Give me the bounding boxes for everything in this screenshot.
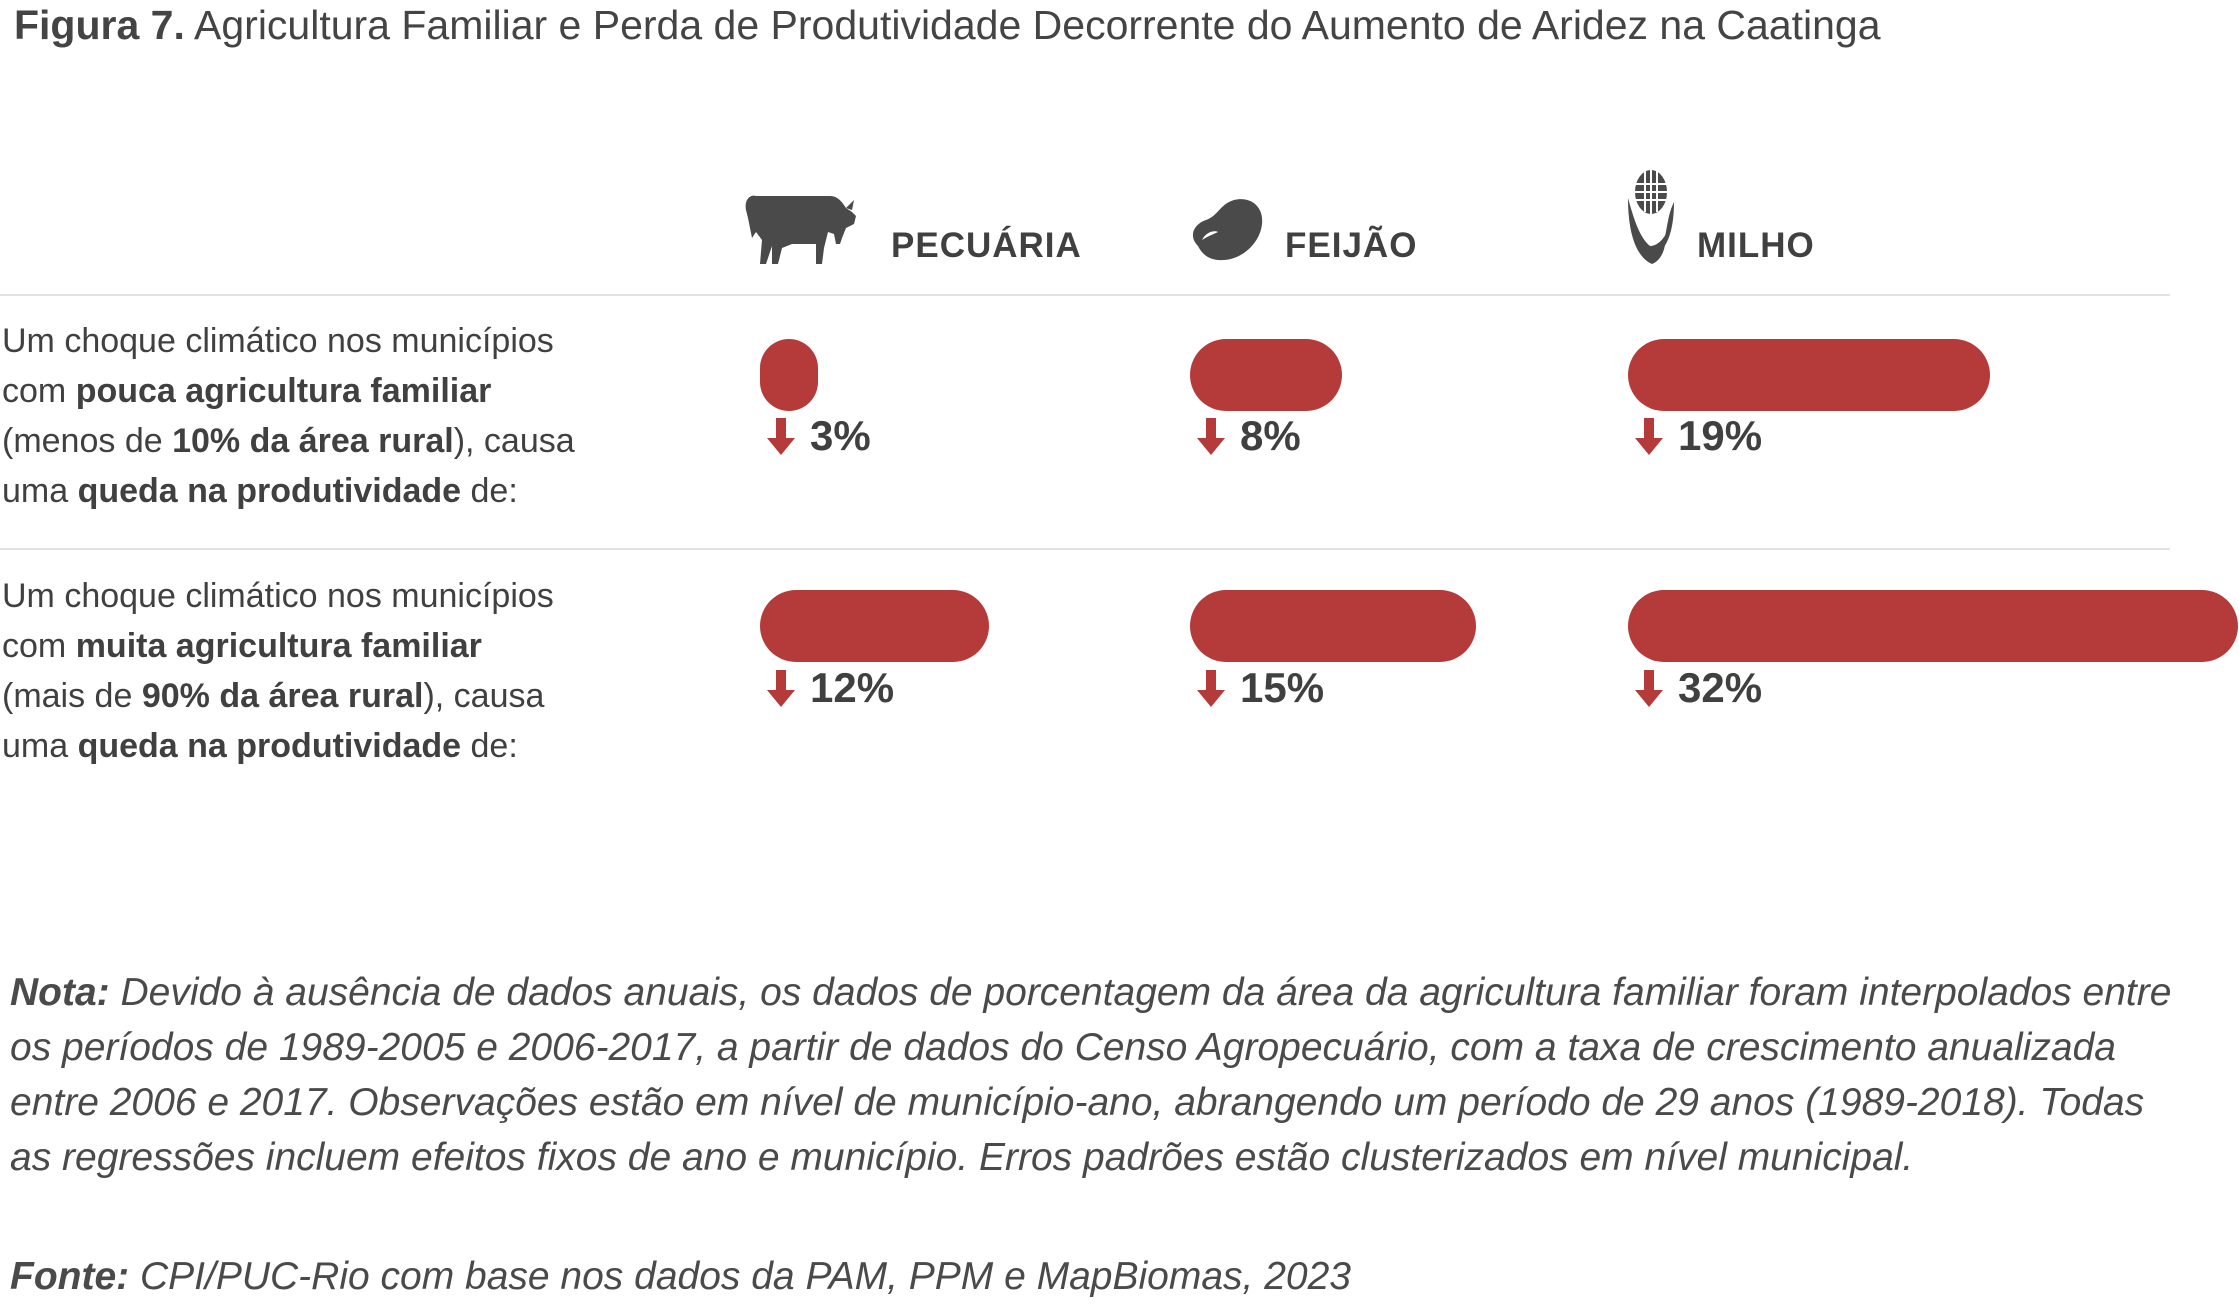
bean-icon	[1192, 199, 1263, 261]
row-text-segment: de:	[461, 472, 518, 510]
row-text-segment: uma	[2, 472, 78, 510]
note-label: Nota:	[10, 971, 110, 1014]
down-arrow-icon	[767, 670, 795, 707]
source: Fonte: CPI/PUC-Rio com base nos dados da…	[10, 1255, 1351, 1299]
row-text-segment: queda na produtividade	[77, 727, 462, 765]
bar-feijao-row-2	[1190, 590, 1476, 662]
row-description-high-family-farming: Um choque climático nos municípios com mu…	[2, 571, 642, 771]
note: Nota: Devido à ausência de dados anuais,…	[10, 965, 2190, 1185]
note-text: Devido à ausência de dados anuais, os da…	[10, 971, 2172, 1179]
value-label-pecuaria-row-2: 12%	[766, 664, 894, 712]
row-text-segment: queda na produtividade	[77, 472, 462, 510]
row-text-segment: (menos de	[2, 422, 173, 460]
source-text: CPI/PUC-Rio com base nos dados da PAM, P…	[129, 1255, 1351, 1298]
cow-icon	[745, 195, 856, 264]
down-arrow-icon	[1197, 418, 1225, 455]
row-text-segment: Um choque climático nos municípios	[2, 322, 554, 360]
value-label-pecuaria-row-1: 3%	[766, 412, 871, 460]
value-label-milho-row-2: 32%	[1634, 664, 1762, 712]
column-header-milho: MILHO	[1697, 226, 1815, 265]
row-text-segment: uma	[2, 727, 78, 765]
bar-pecuaria-row-2	[760, 590, 989, 662]
bar-milho-row-1	[1628, 339, 1991, 411]
row-text-segment: pouca agricultura familiar	[75, 372, 492, 410]
row-text-segment: com	[2, 372, 76, 410]
bar-pecuaria-row-1	[760, 339, 818, 411]
column-header-feijao: FEIJÃO	[1285, 226, 1418, 265]
value-text: 12%	[810, 664, 895, 711]
figure-label: Figura 7.	[14, 2, 185, 48]
row-text-segment: 90% da área rural	[141, 677, 424, 715]
value-text: 19%	[1678, 412, 1763, 459]
value-text: 3%	[810, 412, 871, 459]
bar-milho-row-2	[1628, 590, 2238, 662]
figure-title: Figura 7. Agricultura Familiar e Perda d…	[14, 2, 1881, 49]
bar-feijao-row-1	[1190, 339, 1343, 411]
row-text-segment: ), causa	[453, 422, 575, 460]
row-text-segment: com	[2, 627, 76, 665]
row-text-segment: 10% da área rural	[172, 422, 454, 460]
down-arrow-icon	[1635, 418, 1663, 455]
row-text-segment: de:	[461, 727, 518, 765]
row-text-segment: muita agricultura familiar	[75, 627, 482, 665]
value-label-feijao-row-2: 15%	[1196, 664, 1324, 712]
column-header-pecuaria: PECUÁRIA	[891, 226, 1082, 265]
divider-middle	[0, 548, 2170, 550]
value-text: 32%	[1678, 664, 1763, 711]
down-arrow-icon	[1197, 670, 1225, 707]
row-text-segment: ), causa	[423, 677, 545, 715]
down-arrow-icon	[1635, 670, 1663, 707]
value-text: 8%	[1240, 412, 1301, 459]
figure-title-text: Agricultura Familiar e Perda de Produtiv…	[194, 2, 1881, 48]
down-arrow-icon	[767, 418, 795, 455]
value-label-milho-row-1: 19%	[1634, 412, 1762, 460]
divider-top	[0, 294, 2170, 296]
row-text-segment: Um choque climático nos municípios	[2, 577, 554, 615]
corn-icon	[1628, 170, 1674, 264]
row-text-segment: (mais de	[2, 677, 142, 715]
value-label-feijao-row-1: 8%	[1196, 412, 1301, 460]
source-label: Fonte:	[10, 1255, 130, 1298]
value-text: 15%	[1240, 664, 1325, 711]
row-description-low-family-farming: Um choque climático nos municípios com po…	[2, 316, 642, 516]
